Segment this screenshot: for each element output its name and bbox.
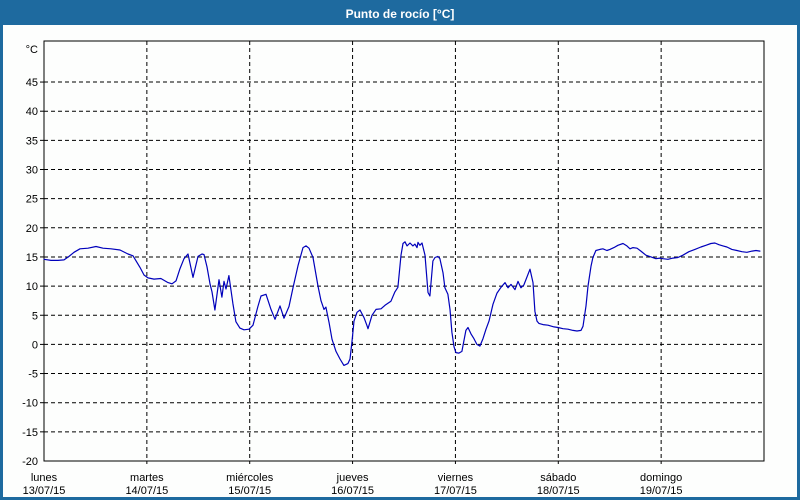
x-day-name-label: viernes <box>438 472 474 484</box>
dewpoint-series-line <box>43 241 761 366</box>
y-tick-label: 25 <box>26 194 38 206</box>
chart-title: Punto de rocío [°C] <box>345 7 455 21</box>
x-day-date-label: 17/07/15 <box>434 485 477 497</box>
y-tick-label: 35 <box>26 135 38 147</box>
y-tick-label: 0 <box>32 339 38 351</box>
y-axis-unit-label: °C <box>26 44 38 56</box>
x-day-date-label: 14/07/15 <box>125 485 168 497</box>
y-tick-label: 45 <box>26 77 38 89</box>
x-day-name-label: miércoles <box>226 472 274 484</box>
x-day-date-label: 15/07/15 <box>228 485 271 497</box>
y-tick-label: 10 <box>26 281 38 293</box>
plot-border <box>43 40 765 462</box>
y-tick-label: -5 <box>28 369 38 381</box>
x-day-name-label: sábado <box>540 472 576 484</box>
y-tick-label: 30 <box>26 165 38 177</box>
x-day-name-label: martes <box>130 472 164 484</box>
x-day-name-label: jueves <box>336 472 369 484</box>
dewpoint-line-chart: 45 40 35 30 25 20 15 10 5 0 -5 -10 -15 -20 °C lunes13/0… <box>22 40 765 497</box>
y-tick-label: -10 <box>22 398 38 410</box>
chart-titlebar: Punto de rocío [°C] <box>3 3 797 25</box>
y-tick-label: 15 <box>26 252 38 264</box>
x-day-date-label: 16/07/15 <box>331 485 374 497</box>
x-day-name-label: lunes <box>31 472 58 484</box>
plot-region: 45 40 35 30 25 20 15 10 5 0 -5 -10 -15 -20 °C lunes 13/0… <box>3 25 797 497</box>
y-tick-label: 5 <box>32 310 38 322</box>
x-day-date-label: 18/07/15 <box>537 485 580 497</box>
y-tick-label: 40 <box>26 106 38 118</box>
x-day-date-label: 13/07/15 <box>23 485 66 497</box>
x-day-date-label: 19/07/15 <box>640 485 683 497</box>
y-tick-label: -15 <box>22 427 38 439</box>
x-day-name-label: domingo <box>640 472 682 484</box>
y-tick-label: 20 <box>26 223 38 235</box>
y-tick-label: -20 <box>22 456 38 468</box>
